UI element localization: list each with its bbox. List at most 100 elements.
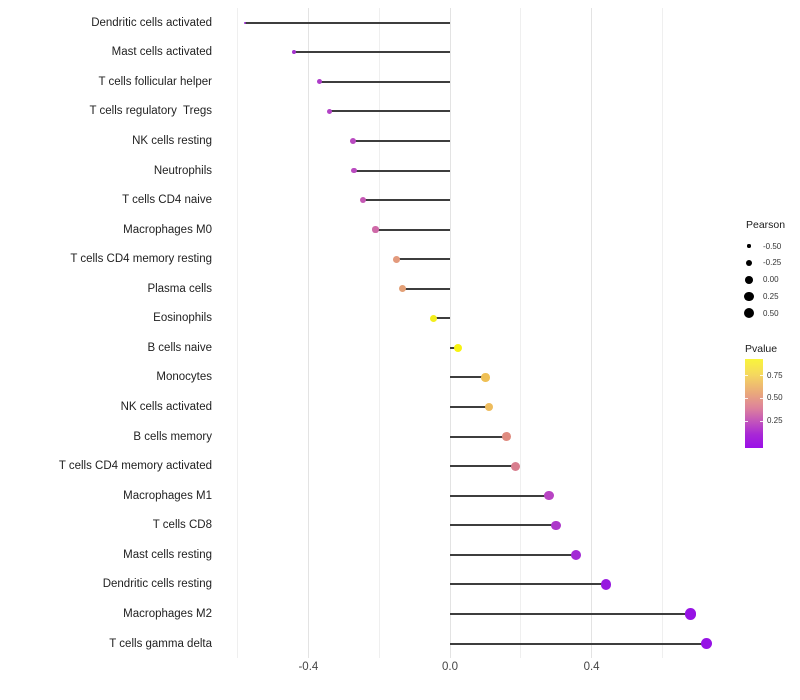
y-axis-label: Neutrophils: [153, 164, 212, 177]
y-axis-label: T cells CD8: [152, 519, 212, 532]
y-axis-label: T cells follicular helper: [98, 75, 212, 88]
legend-size-entry: -0.50: [740, 238, 800, 255]
lollipop-dot: [551, 520, 561, 531]
legend-size-entry: -0.25: [740, 254, 800, 271]
y-axis-label: NK cells activated: [120, 401, 212, 414]
y-axis-label: Monocytes: [156, 371, 212, 384]
lollipop-dot: [511, 461, 520, 471]
lollipop-stem: [352, 139, 450, 142]
pvalue-tick-label: 0.25: [767, 416, 783, 425]
lollipop-stem: [450, 406, 489, 409]
legend-size-label: -0.50: [763, 241, 782, 251]
lollipop-stem: [354, 169, 450, 172]
lollipop-dot: [544, 490, 554, 501]
lollipop-dot: [316, 79, 322, 85]
y-axis-label: T cells regulatory Tregs: [89, 105, 212, 118]
legend-size-label: 0.50: [763, 308, 779, 318]
lollipop-stem: [450, 465, 516, 468]
gridline-minor: [520, 8, 522, 658]
legend-size-dot: [745, 275, 753, 284]
pvalue-tick-mark: [760, 420, 763, 422]
lollipop-dot: [349, 138, 356, 144]
y-axis-label: T cells CD4 memory resting: [70, 253, 212, 266]
gridline-minor: [237, 8, 239, 658]
lollipop-stem: [450, 435, 507, 438]
legend-size-dotbox: [740, 275, 758, 284]
lollipop-stem: [402, 287, 450, 290]
legend-pvalue-title: Pvalue: [745, 343, 778, 355]
y-axis-label: B cells memory: [133, 430, 212, 443]
lollipop-dot: [326, 108, 333, 115]
lollipop-stem: [294, 51, 450, 54]
lollipop-dot: [398, 285, 406, 293]
lollipop-dot: [372, 226, 379, 233]
y-axis-label: Eosinophils: [153, 312, 212, 325]
gridline-major: [307, 8, 309, 658]
legend-pearson-title: Pearson: [746, 219, 786, 231]
lollipop-stem: [450, 613, 691, 615]
pvalue-tick-label: 0.75: [767, 370, 783, 380]
lollipop-stem: [450, 524, 557, 527]
lollipop-dot: [360, 197, 367, 204]
legend-size-dotbox: [740, 307, 758, 319]
lollipop-dot: [481, 373, 490, 382]
pvalue-colorbar: [745, 359, 763, 448]
gridline-minor: [378, 8, 380, 658]
legend-size-label: 0.25: [763, 291, 779, 301]
gridline-major: [449, 8, 451, 658]
lollipop-dot: [429, 314, 438, 323]
x-axis-tick-label: 0.0: [442, 661, 458, 673]
y-axis-label: Macrophages M0: [123, 223, 212, 236]
lollipop-dot: [502, 432, 512, 442]
pvalue-tick-label: 0.50: [767, 393, 783, 402]
y-axis-label: NK cells resting: [132, 134, 212, 147]
pvalue-tick-mark: [745, 420, 748, 422]
legend-size-dotbox: [740, 259, 758, 266]
lollipop-stem: [396, 258, 450, 261]
lollipop-dot: [453, 343, 462, 352]
y-axis-label: Dendritic cells activated: [91, 16, 212, 29]
y-axis-label: Macrophages M2: [123, 608, 212, 620]
y-axis-label: T cells gamma delta: [109, 637, 212, 650]
legend-size-entry: 0.25: [740, 288, 800, 305]
pvalue-tick-mark: [760, 397, 763, 399]
lollipop-dot: [484, 402, 494, 412]
y-axis-label: T cells CD4 memory activated: [58, 460, 212, 473]
lollipop-stem: [375, 228, 450, 231]
x-axis-tick-label: 0.4: [583, 661, 600, 673]
legend-size-dot: [747, 244, 751, 248]
lollipop-stem: [450, 494, 550, 497]
lollipop-stem: [329, 110, 450, 113]
legend-size-dot: [743, 307, 755, 319]
lollipop-stem: [363, 199, 450, 202]
gridline-major: [591, 8, 593, 658]
lollipop-stem: [433, 317, 450, 320]
lollipop-stem: [450, 376, 486, 379]
y-axis-label: B cells naive: [147, 341, 212, 354]
legend-size-label: 0.00: [763, 275, 779, 285]
pvalue-tick-mark: [745, 397, 748, 399]
lollipop-dot: [393, 255, 401, 263]
lollipop-dot: [351, 167, 358, 174]
y-axis-label: Mast cells activated: [111, 46, 212, 59]
y-axis-label: Dendritic cells resting: [102, 578, 212, 591]
lollipop-dot: [700, 637, 713, 650]
lollipop-stem: [319, 80, 450, 83]
lollipop-dot: [292, 50, 297, 55]
lollipop-dot: [570, 549, 581, 560]
legend-size-dot: [744, 291, 754, 302]
y-axis-label: Plasma cells: [147, 282, 212, 295]
lollipop-stem: [450, 553, 576, 556]
legend-size-dot: [745, 259, 753, 266]
x-axis-tick-label: -0.4: [298, 661, 319, 673]
lollipop-stem: [450, 642, 707, 645]
lollipop-dot: [600, 579, 611, 590]
legend-size-dotbox: [740, 291, 758, 302]
legend-size-entry: 0.00: [740, 271, 800, 288]
lollipop-stem: [244, 21, 450, 24]
legend-size-entry: 0.50: [740, 305, 800, 322]
lollipop-dot: [243, 21, 246, 24]
y-axis-label: Macrophages M1: [123, 489, 212, 502]
pvalue-tick-mark: [745, 375, 748, 376]
